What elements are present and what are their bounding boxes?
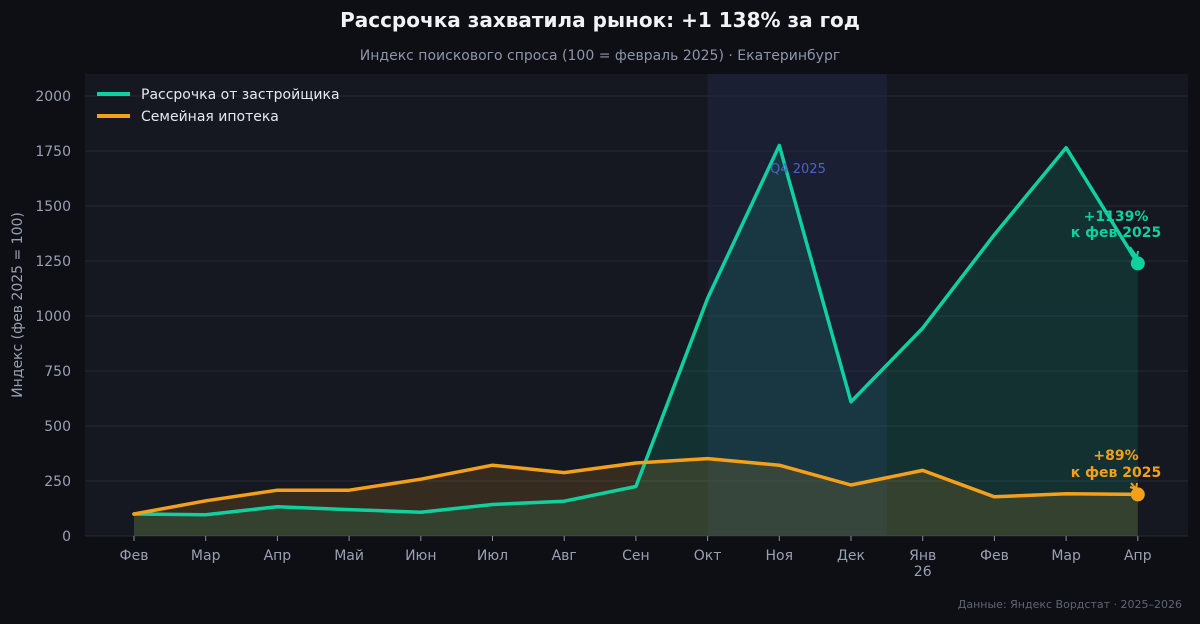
x-tick-label: Ноя — [766, 548, 794, 564]
legend-label-2: Семейная ипотека — [141, 109, 279, 125]
data-point — [491, 503, 495, 507]
data-point — [706, 457, 710, 461]
q4-band-label: Q4 2025 — [770, 162, 826, 177]
x-tick-label: Апр — [264, 548, 292, 564]
annotation-change-2: +89% — [1093, 448, 1138, 464]
x-tick-label: Фев — [980, 548, 1009, 564]
x-tick-label: Дек — [837, 548, 865, 564]
x-tick-label: Фев — [120, 548, 149, 564]
annotation-reference-1: к фев 2025 — [1071, 225, 1161, 241]
x-tick-label: Сен — [622, 548, 650, 564]
y-tick-label: 250 — [44, 474, 71, 490]
chart-title: Рассрочка захватила рынок: +1 138% за го… — [340, 8, 860, 32]
series-line-1 — [132, 143, 1140, 517]
y-tick-label: 500 — [44, 419, 71, 435]
data-point — [419, 510, 423, 514]
x-tick-label: Янв — [909, 548, 936, 564]
annotation-arrowhead-1 — [1130, 250, 1139, 259]
data-point — [347, 508, 351, 512]
annotation-change-1: +1139% — [1084, 209, 1149, 225]
y-axis-label: Индекс (фев 2025 = 100) — [10, 212, 26, 398]
data-point — [204, 499, 208, 503]
data-source-note: Данные: Яндекс Вордстат · 2025–2026 — [957, 598, 1182, 611]
x-tick-label: Окт — [694, 548, 722, 564]
x-tick-label: Авг — [552, 548, 577, 564]
x-tick-label: Май — [334, 548, 364, 564]
annotation-arrow-1 — [1129, 246, 1138, 258]
annotation-reference-2: к фев 2025 — [1071, 465, 1161, 481]
y-tick-label: 1000 — [35, 309, 71, 325]
x-tick-sublabel: 26 — [914, 564, 932, 580]
data-point — [777, 144, 781, 148]
series-area-1 — [134, 145, 1138, 536]
annotation-arrowhead-2 — [1129, 482, 1138, 491]
data-point — [204, 513, 208, 517]
data-point — [921, 326, 925, 330]
series-line-2 — [132, 456, 1140, 516]
chart-subtitle: Индекс поискового спроса (100 = февраль … — [359, 48, 841, 64]
series-end-marker-1 — [1130, 256, 1145, 271]
data-point — [347, 488, 351, 492]
y-tick-label: 2000 — [35, 89, 71, 105]
data-point — [275, 505, 279, 509]
x-tick-label: Июл — [477, 548, 508, 564]
data-point — [849, 400, 853, 404]
y-tick-label: 0 — [62, 529, 71, 545]
x-tick-label: Июн — [405, 548, 436, 564]
data-point — [491, 463, 495, 467]
data-point — [132, 512, 136, 516]
data-point — [634, 485, 638, 489]
data-point — [992, 495, 996, 499]
series-end-marker-2 — [1130, 487, 1145, 502]
y-tick-label: 750 — [44, 364, 71, 380]
y-tick-label: 1500 — [35, 199, 71, 215]
data-point — [562, 471, 566, 475]
data-point — [921, 468, 925, 472]
data-point — [1064, 146, 1068, 150]
data-point — [419, 477, 423, 481]
x-tick-label: Апр — [1124, 548, 1152, 564]
data-point — [706, 296, 710, 300]
y-tick-label: 1250 — [35, 254, 71, 270]
legend-label-1: Рассрочка от застройщика — [141, 87, 340, 103]
y-tick-label: 1750 — [35, 144, 71, 160]
data-point — [1064, 492, 1068, 496]
data-point — [777, 463, 781, 467]
data-point — [992, 233, 996, 237]
x-tick-label: Мар — [1051, 548, 1081, 564]
data-point — [275, 488, 279, 492]
x-tick-label: Мар — [191, 548, 221, 564]
data-point — [562, 499, 566, 503]
data-point — [634, 461, 638, 465]
data-point — [849, 483, 853, 487]
